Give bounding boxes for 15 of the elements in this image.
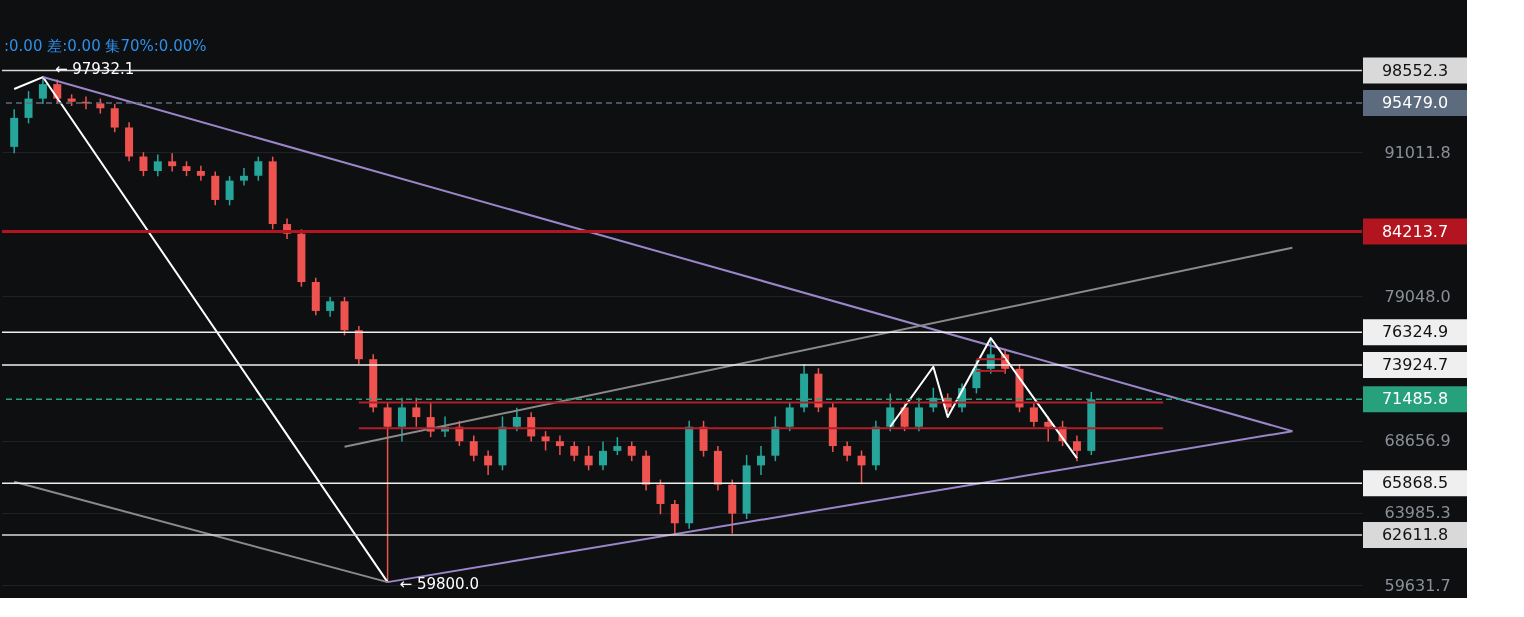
y-tick-label: 63985.3 [1384, 503, 1451, 523]
y-tick-label: 91011.8 [1384, 142, 1451, 162]
ref-line-label: 71485.8 [1381, 389, 1449, 409]
annotation: ← 59800.0 [399, 575, 479, 594]
ref-line-label: 95479.0 [1381, 93, 1449, 113]
annotation: :0.00 差:0.00 集70%:0.00% [4, 37, 207, 55]
ref-line-label: 73924.7 [1381, 355, 1449, 375]
ref-line-label: 76324.9 [1381, 322, 1449, 342]
y-tick-label: 68656.9 [1384, 431, 1451, 451]
ref-line-label: 62611.8 [1381, 525, 1449, 545]
y-tick-label: 79048.0 [1384, 286, 1451, 306]
ref-line-label: 65868.5 [1381, 473, 1449, 493]
ref-line-label: 84213.7 [1381, 221, 1449, 241]
y-tick-label: 59631.7 [1384, 575, 1451, 595]
ref-line-label: 98552.3 [1381, 60, 1449, 80]
